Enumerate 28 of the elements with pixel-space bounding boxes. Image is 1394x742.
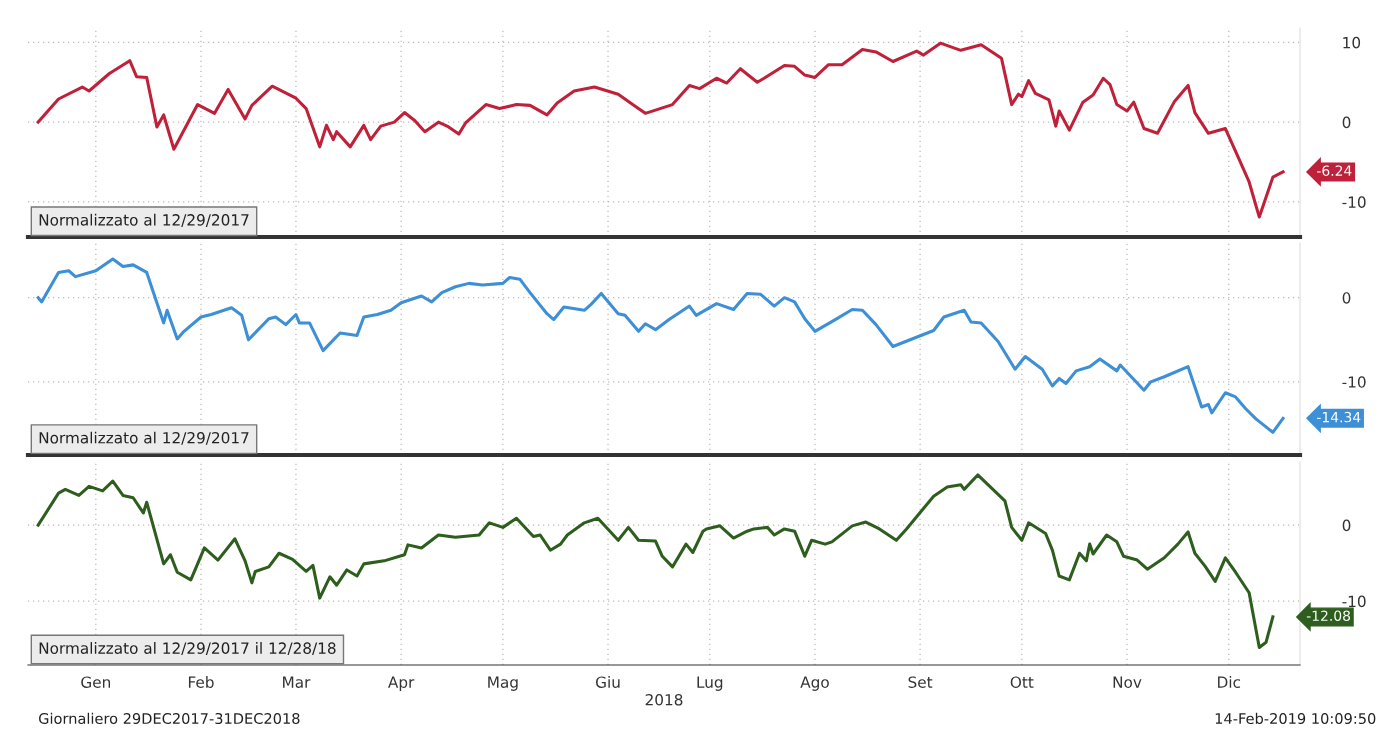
y-tick-label: -10: [1342, 376, 1366, 388]
y-tick-label: 0: [1342, 292, 1351, 304]
x-tick-label: Gen: [81, 676, 110, 688]
annotation: Normalizzato al 12/29/2017 il 12/28/18: [39, 642, 336, 656]
x-tick-label: Giu: [596, 676, 620, 688]
x-tick-label: Apr: [388, 676, 415, 691]
y-tick-label: 0: [1342, 519, 1351, 532]
annotation: -6.24: [1317, 165, 1352, 176]
x-tick-label: Dic: [1218, 676, 1241, 688]
y-tick-label: 0: [1342, 116, 1351, 129]
text: 14-Feb-2019 10:09:50: [1215, 712, 1376, 725]
x-tick-label: Lug: [697, 676, 723, 691]
annotation: -12.08: [1306, 610, 1351, 621]
x-tick-label: Set: [908, 676, 933, 688]
x-tick-label: Nov: [1113, 676, 1142, 688]
y-tick-label: 10: [1343, 36, 1361, 49]
x-axis-title: 2018: [645, 693, 683, 706]
y-tick-label: -10: [1342, 595, 1366, 608]
annotation: Normalizzato al 12/29/2017: [39, 213, 249, 227]
x-tick-label: Ago: [800, 676, 829, 691]
x-tick-label: Mar: [283, 676, 311, 688]
x-tick-label: Ott: [1010, 676, 1034, 688]
annotation: Normalizzato al 12/29/2017: [39, 431, 249, 445]
x-tick-label: Mag: [488, 676, 518, 691]
y-tick-label: -10: [1342, 196, 1366, 208]
annotation: -14.34: [1317, 411, 1361, 423]
x-tick-label: Feb: [188, 676, 214, 688]
text: Giornaliero 29DEC2017-31DEC2018: [38, 712, 300, 725]
